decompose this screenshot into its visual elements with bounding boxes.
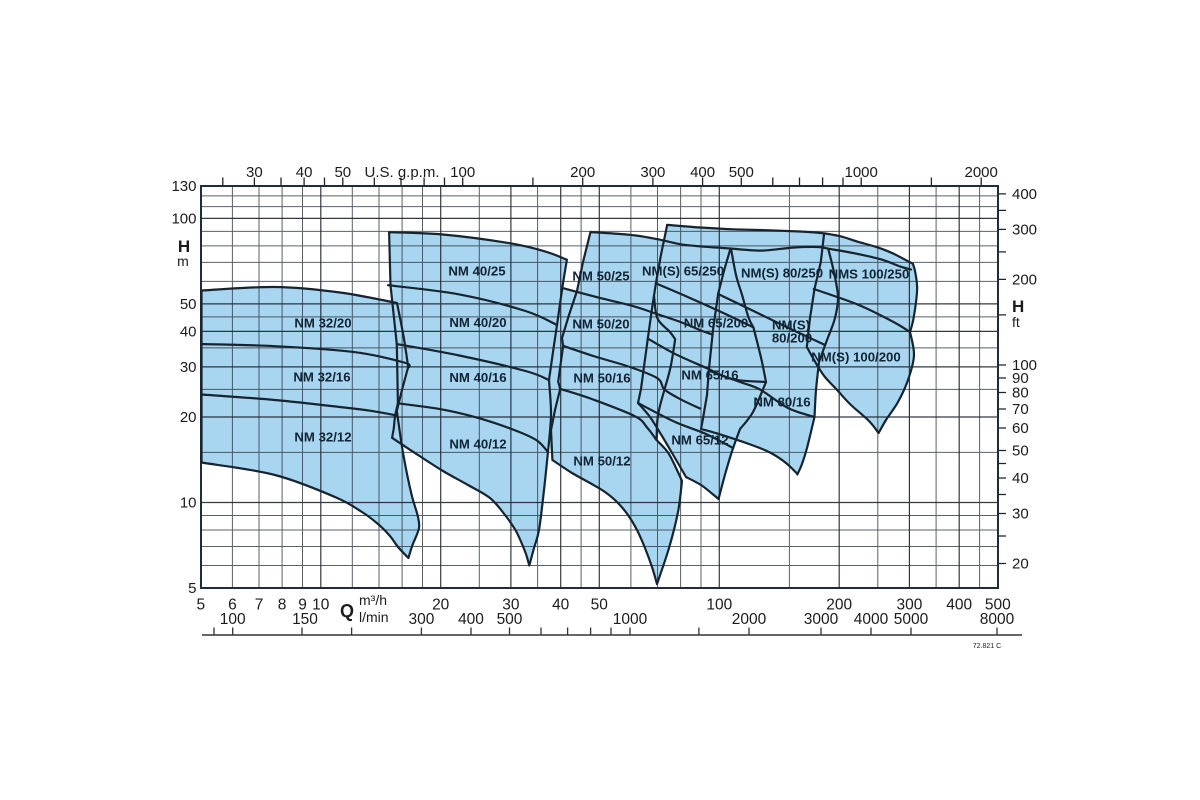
svg-text:NM 65/12: NM 65/12 [671,433,728,448]
svg-text:ft: ft [1012,314,1020,330]
svg-text:10: 10 [312,597,330,614]
svg-text:NM 32/20: NM 32/20 [294,316,351,331]
svg-text:NM 80/16: NM 80/16 [753,395,810,410]
svg-text:200: 200 [826,597,852,614]
svg-text:NM 50/25: NM 50/25 [572,269,629,284]
svg-text:200: 200 [570,164,595,181]
svg-text:NM 32/16: NM 32/16 [293,370,350,385]
svg-text:40: 40 [1012,470,1029,487]
svg-text:NM(S) 100/200: NM(S) 100/200 [811,350,900,365]
svg-text:NMS 100/250: NMS 100/250 [829,267,910,282]
svg-text:10: 10 [180,495,197,512]
svg-text:NM(S) 65/250: NM(S) 65/250 [642,264,724,279]
svg-text:NM 65/200: NM 65/200 [684,316,749,331]
svg-text:500: 500 [497,611,523,628]
svg-text:300: 300 [640,164,665,181]
svg-text:150: 150 [292,611,318,628]
svg-text:50: 50 [180,296,197,313]
svg-text:NM 40/25: NM 40/25 [448,264,505,279]
svg-text:8000: 8000 [980,611,1015,628]
svg-text:NM 65/16: NM 65/16 [681,368,738,383]
svg-text:80: 80 [1012,385,1029,402]
svg-text:l/min: l/min [359,609,389,625]
svg-text:30: 30 [246,164,263,181]
svg-text:200: 200 [1012,271,1037,288]
svg-text:70: 70 [1012,401,1029,418]
svg-text:7: 7 [255,597,264,614]
svg-text:400: 400 [946,597,972,614]
svg-text:300: 300 [896,597,922,614]
svg-text:NM 40/16: NM 40/16 [449,370,506,385]
svg-text:400: 400 [690,164,715,181]
svg-text:30: 30 [1012,506,1029,523]
svg-text:20: 20 [1012,556,1029,573]
svg-text:NM 32/12: NM 32/12 [294,430,351,445]
svg-text:100: 100 [220,611,246,628]
svg-text:50: 50 [591,597,609,614]
svg-text:50: 50 [334,164,351,181]
svg-text:500: 500 [985,597,1011,614]
svg-text:H: H [1012,297,1024,316]
svg-text:40: 40 [180,323,197,340]
svg-text:6: 6 [228,597,237,614]
svg-text:1000: 1000 [845,164,878,181]
svg-text:72.821 C: 72.821 C [973,643,1001,650]
svg-text:5: 5 [188,580,196,597]
svg-text:400: 400 [458,611,484,628]
svg-text:400: 400 [1012,186,1037,203]
svg-text:m: m [177,253,189,269]
svg-text:NM(S) 80/250: NM(S) 80/250 [741,266,823,281]
svg-text:30: 30 [180,359,197,376]
svg-text:H: H [178,237,190,256]
svg-text:5000: 5000 [894,611,929,628]
svg-text:300: 300 [1012,221,1037,238]
svg-text:NM 50/20: NM 50/20 [572,317,629,332]
svg-text:500: 500 [729,164,754,181]
svg-text:40: 40 [552,597,570,614]
svg-text:2000: 2000 [732,611,767,628]
svg-text:NM 50/12: NM 50/12 [573,454,630,469]
svg-text:3000: 3000 [804,611,839,628]
svg-text:90: 90 [1012,370,1029,387]
svg-text:U.S. g.p.m.: U.S. g.p.m. [364,164,439,181]
svg-text:1000: 1000 [613,611,648,628]
svg-text:20: 20 [180,409,197,426]
svg-text:2000: 2000 [965,164,998,181]
svg-text:9: 9 [298,597,307,614]
svg-text:NM 50/16: NM 50/16 [573,371,630,386]
svg-text:NM(S): NM(S) [772,318,810,333]
svg-text:Q: Q [340,601,354,621]
svg-text:20: 20 [432,597,450,614]
svg-text:100: 100 [171,210,196,227]
svg-text:100: 100 [450,164,475,181]
svg-text:5: 5 [196,597,205,614]
svg-text:40: 40 [296,164,313,181]
svg-text:50: 50 [1012,443,1029,460]
svg-text:100: 100 [706,597,732,614]
svg-text:300: 300 [408,611,434,628]
svg-text:30: 30 [502,597,520,614]
svg-text:60: 60 [1012,420,1029,437]
svg-text:NM 40/12: NM 40/12 [449,437,506,452]
svg-text:8: 8 [278,597,287,614]
svg-text:130: 130 [171,178,196,195]
svg-text:m³/h: m³/h [359,592,387,608]
svg-text:4000: 4000 [854,611,889,628]
svg-text:80/200: 80/200 [772,331,812,346]
svg-text:NM 40/20: NM 40/20 [449,315,506,330]
svg-text:100: 100 [1012,357,1037,374]
